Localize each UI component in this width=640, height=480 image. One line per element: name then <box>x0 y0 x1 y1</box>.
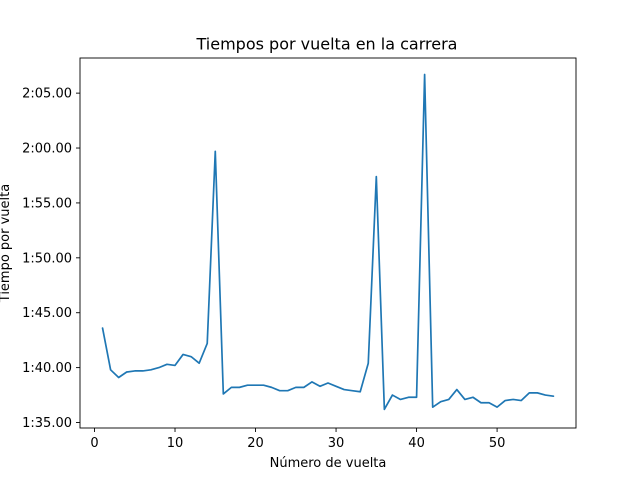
x-tick-label: 0 <box>90 436 98 451</box>
x-axis-label: Número de vuelta <box>270 456 387 471</box>
y-tick-label: 1:50.00 <box>22 251 72 266</box>
plot-area-frame <box>79 57 577 429</box>
y-tick-label: 2:05.00 <box>22 87 72 102</box>
y-tick-label: 1:45.00 <box>22 306 72 321</box>
y-tick-label: 1:40.00 <box>22 361 72 376</box>
y-tick-label: 2:00.00 <box>22 142 72 157</box>
lap-time-series-line <box>101 73 555 411</box>
y-tick-label: 1:35.00 <box>22 416 72 431</box>
y-axis-label: Tiempo por vuelta <box>0 184 13 303</box>
chart-title: Tiempos por vuelta en la carrera <box>196 35 458 54</box>
y-tick-label: 1:55.00 <box>22 196 72 211</box>
x-tick-label: 20 <box>247 436 264 451</box>
axis-ticks: 0 10 20 30 40 50 1:35.00 1:40.00 1:45.00 1:50.00 1… <box>22 87 505 451</box>
x-tick-label: 50 <box>489 436 506 451</box>
x-tick-label: 30 <box>328 436 345 451</box>
x-tick-label: 40 <box>408 436 425 451</box>
x-tick-label: 10 <box>167 436 184 451</box>
